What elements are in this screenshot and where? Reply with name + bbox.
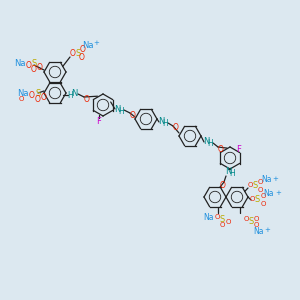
Text: O: O — [257, 179, 263, 185]
Text: H: H — [118, 106, 124, 116]
Text: S: S — [248, 217, 253, 226]
Text: O: O — [37, 62, 43, 71]
Text: N: N — [114, 104, 120, 113]
Text: O: O — [31, 65, 37, 74]
Text: O: O — [130, 110, 136, 119]
Text: O: O — [80, 44, 86, 53]
Text: O: O — [225, 219, 231, 225]
Text: O: O — [253, 216, 259, 222]
Text: O: O — [247, 182, 253, 188]
Text: O: O — [253, 222, 259, 228]
Text: O: O — [219, 222, 225, 228]
Text: H: H — [229, 169, 235, 178]
Text: O: O — [35, 95, 41, 104]
Text: Na: Na — [17, 88, 29, 98]
Text: Na: Na — [14, 58, 26, 68]
Text: Na: Na — [82, 40, 94, 50]
Text: O: O — [41, 92, 47, 101]
Text: O: O — [260, 193, 266, 199]
Text: O: O — [70, 49, 76, 58]
Text: O: O — [260, 201, 266, 207]
Text: H: H — [162, 119, 168, 128]
Text: Na: Na — [261, 176, 271, 184]
Text: N: N — [71, 89, 77, 98]
Text: S: S — [35, 89, 40, 98]
Text: +: + — [93, 40, 99, 46]
Text: N: N — [203, 137, 209, 146]
Text: O: O — [26, 61, 32, 70]
Text: S: S — [32, 59, 37, 68]
Text: O: O — [220, 181, 226, 190]
Text: S: S — [252, 182, 258, 190]
Text: O: O — [249, 196, 255, 202]
Text: +: + — [264, 227, 270, 233]
Text: N: N — [158, 118, 164, 127]
Text: O: O — [18, 96, 24, 102]
Text: Na: Na — [253, 226, 263, 236]
Text: O: O — [79, 52, 85, 62]
Text: +: + — [275, 190, 281, 196]
Text: H: H — [207, 140, 213, 148]
Text: O: O — [173, 124, 179, 133]
Text: Na: Na — [264, 190, 274, 199]
Text: O: O — [218, 145, 224, 154]
Text: N: N — [225, 167, 231, 176]
Text: O: O — [214, 214, 220, 220]
Text: O: O — [257, 187, 263, 193]
Text: +: + — [272, 176, 278, 182]
Text: F: F — [97, 116, 101, 125]
Text: H: H — [67, 91, 73, 100]
Text: O: O — [29, 92, 35, 100]
Text: F: F — [237, 145, 242, 154]
Text: O: O — [84, 94, 90, 103]
Text: S: S — [75, 49, 81, 58]
Text: S: S — [254, 196, 260, 205]
Text: Na: Na — [203, 212, 213, 221]
Text: O: O — [243, 216, 249, 222]
Text: S: S — [219, 214, 225, 224]
